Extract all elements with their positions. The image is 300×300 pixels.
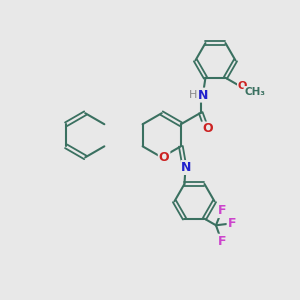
Text: N: N <box>198 88 208 102</box>
Text: N: N <box>181 161 192 174</box>
Text: H: H <box>189 90 198 100</box>
Text: O: O <box>159 152 170 164</box>
Text: F: F <box>218 204 226 217</box>
Text: CH₃: CH₃ <box>244 87 266 97</box>
Text: F: F <box>228 217 236 230</box>
Text: O: O <box>238 81 247 91</box>
Text: F: F <box>218 235 226 248</box>
Text: O: O <box>202 122 213 136</box>
